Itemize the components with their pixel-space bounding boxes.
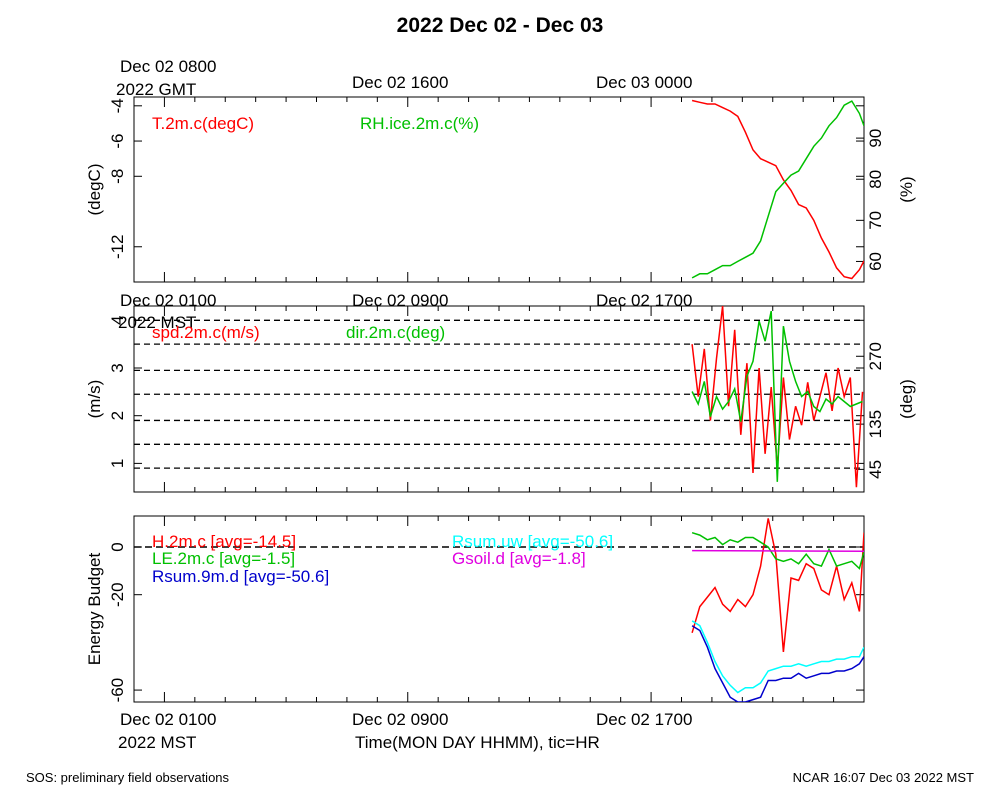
legend-entry: Rsum.uw [avg=-50.6] <box>452 532 613 551</box>
mid-tick-label-1: Dec 02 0100 <box>120 291 217 310</box>
y-tick-label-right: 270 <box>866 342 885 370</box>
y-axis-title-left: (degC) <box>85 164 104 216</box>
mid-zone-label: 2022 MST <box>118 313 197 332</box>
y-tick-label-left: -20 <box>108 582 127 607</box>
x-axis-title: Time(MON DAY HHMM), tic=HR <box>355 733 600 752</box>
y-tick-label-left: -8 <box>108 169 127 184</box>
legend-entry: Rsum.9m.d [avg=-50.6] <box>152 567 329 586</box>
bottom-tick-label-1: Dec 02 0100 <box>120 710 217 729</box>
y-tick-label-left: 3 <box>108 363 127 372</box>
top-tick-label-3: Dec 03 0000 <box>596 73 693 92</box>
legend-entry: dir.2m.c(deg) <box>346 323 445 342</box>
y-axis-title-left: (m/s) <box>85 380 104 419</box>
y-axis-title-left: Energy Budget <box>85 552 104 665</box>
y-tick-label-right: 70 <box>866 211 885 230</box>
series-line-3-5 <box>692 549 864 553</box>
y-axis-title-right: (deg) <box>897 379 916 419</box>
y-tick-label-right: 60 <box>866 252 885 271</box>
legend-entry: LE.2m.c [avg=-1.5] <box>152 549 295 568</box>
y-tick-label-left: 1 <box>108 459 127 468</box>
series-line-3-4 <box>691 620 864 694</box>
legend-entry: Gsoil.d [avg=-1.8] <box>452 549 586 568</box>
y-tick-label-right: 90 <box>866 129 885 148</box>
y-tick-label-right: 80 <box>866 170 885 189</box>
y-tick-label-left: -6 <box>108 133 127 148</box>
series-line-3-3 <box>691 625 864 702</box>
bottom-tick-label-2: Dec 02 0900 <box>352 710 449 729</box>
y-tick-label-right: 135 <box>866 410 885 438</box>
legend-entry: T.2m.c(degC) <box>152 114 254 133</box>
top-zone-label: 2022 GMT <box>116 80 197 99</box>
y-axis-title-right: (%) <box>897 176 916 202</box>
series-line-1-2 <box>691 100 864 279</box>
legend-entry: spd.2m.c(m/s) <box>152 323 260 342</box>
footer-left: SOS: preliminary field observations <box>26 770 230 785</box>
y-tick-label-right: 45 <box>866 460 885 479</box>
top-tick-label-2: Dec 02 1600 <box>352 73 449 92</box>
series-line-1-1 <box>691 99 864 280</box>
legend-entry: H.2m.c [avg=-14.5] <box>152 532 296 551</box>
y-tick-label-left: -60 <box>108 678 127 703</box>
y-tick-label-left: -12 <box>108 234 127 259</box>
legend-entry: RH.ice.2m.c(%) <box>360 114 479 133</box>
series-line-3-2 <box>691 531 864 570</box>
series-line-3-1 <box>691 518 864 652</box>
bottom-zone-label: 2022 MST <box>118 733 197 752</box>
page-title: 2022 Dec 02 - Dec 03 <box>396 14 604 37</box>
y-tick-label-left: -4 <box>108 98 127 113</box>
y-tick-label-left: 2 <box>108 411 127 420</box>
y-tick-label-left: 4 <box>108 316 127 325</box>
bottom-tick-label-3: Dec 02 1700 <box>596 710 693 729</box>
series-line-2-2 <box>691 310 863 482</box>
y-tick-label-left: 0 <box>108 542 127 551</box>
footer-right: NCAR 16:07 Dec 03 2022 MST <box>792 770 974 785</box>
series-line-2-1 <box>691 306 864 488</box>
mid-tick-label-2: Dec 02 0900 <box>352 291 449 310</box>
top-tick-label-1: Dec 02 0800 <box>120 57 217 76</box>
mid-tick-label-3: Dec 02 1700 <box>596 291 693 310</box>
